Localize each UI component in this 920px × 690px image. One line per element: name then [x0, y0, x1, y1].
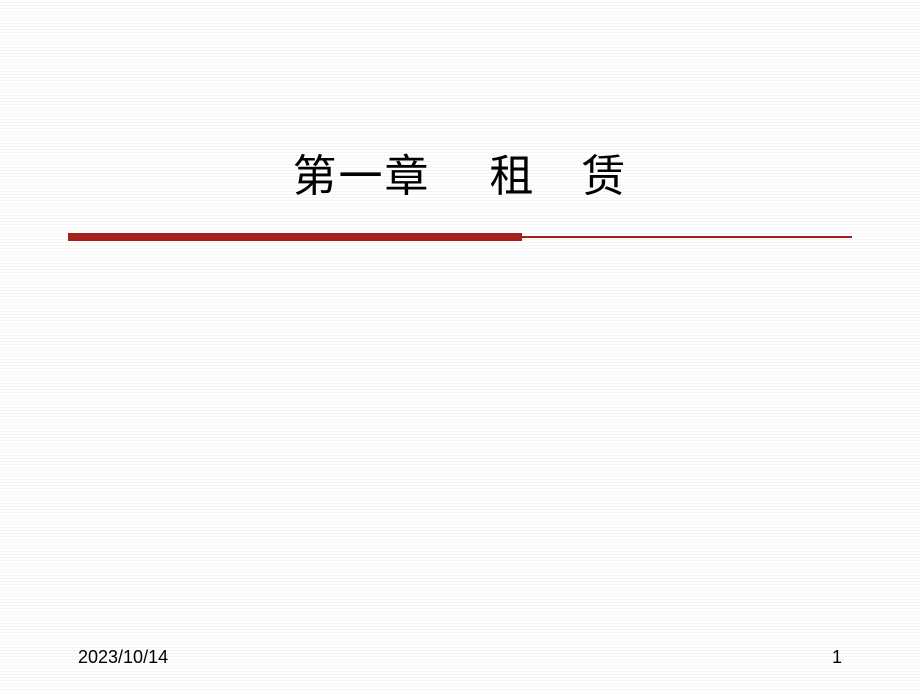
- divider-thin-segment: [522, 236, 852, 238]
- divider: [68, 233, 852, 241]
- divider-thick-segment: [68, 233, 522, 241]
- footer-page-number: 1: [832, 647, 842, 668]
- slide-title: 第一章 租 赁: [293, 152, 628, 201]
- slide-container: 第一章 租 赁 2023/10/14 1: [0, 0, 920, 690]
- footer-date: 2023/10/14: [78, 647, 168, 668]
- title-area: 第一章 租 赁: [0, 140, 920, 204]
